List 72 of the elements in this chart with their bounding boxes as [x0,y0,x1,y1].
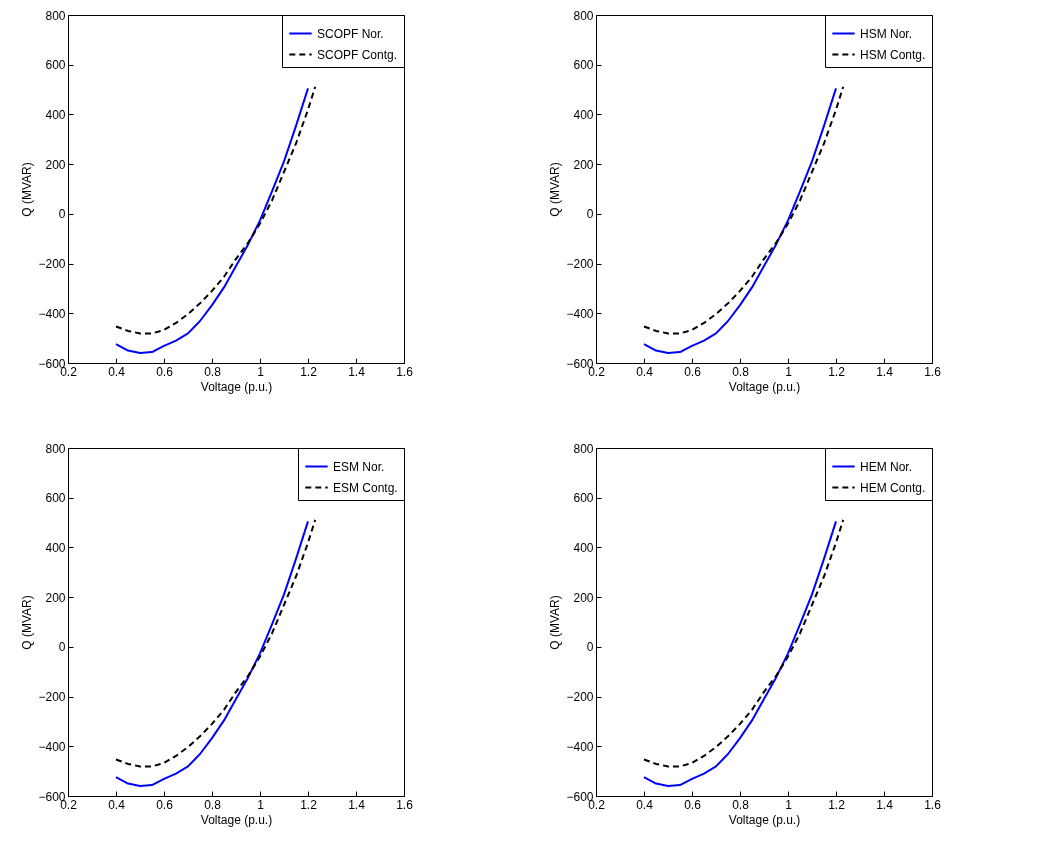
x-tick-label: 1.2 [300,797,318,812]
x-tick-label: 1.6 [396,364,414,379]
x-tick-label: 0.6 [684,797,702,812]
y-tick-label: 800 [573,441,594,456]
y-tick-label: −200 [566,257,594,272]
legend-label: HEM Nor. [860,459,913,474]
y-axis-title: Q (MVAR) [20,162,35,217]
y-tick-label: 400 [573,107,594,122]
x-tick-label: 1 [257,797,265,812]
y-tick-label: −200 [566,690,594,705]
legend-label: HEM Contg. [860,480,926,495]
y-tick-label: 800 [45,8,66,23]
y-tick-label: 600 [573,491,594,506]
x-tick-label: 0.8 [732,364,750,379]
y-tick-label: −200 [38,690,66,705]
x-axis-title: Voltage (p.u.) [728,812,801,827]
y-tick-label: 800 [573,8,594,23]
x-tick-label: 1.6 [396,797,414,812]
x-tick-label: 0.4 [108,797,126,812]
y-tick-label: 800 [45,441,66,456]
x-tick-label: 1.2 [828,797,846,812]
x-tick-label: 1 [785,797,793,812]
y-axis-title: Q (MVAR) [548,595,563,650]
y-tick-label: 400 [45,107,66,122]
y-tick-label: −400 [38,306,66,321]
x-tick-label: 0.4 [636,797,654,812]
y-tick-label: 600 [45,491,66,506]
y-tick-label: −400 [38,739,66,754]
y-axis-title: Q (MVAR) [20,595,35,650]
x-tick-label: 1.4 [876,797,894,812]
x-tick-label: 0.4 [108,364,126,379]
legend-label: HSM Contg. [860,47,926,62]
y-tick-label: 0 [58,207,66,222]
x-tick-label: 0.8 [204,364,222,379]
x-tick-label: 0.8 [204,797,222,812]
legend-label: HSM Nor. [860,26,913,41]
x-tick-label: 0.8 [732,797,750,812]
x-axis-title: Voltage (p.u.) [200,812,273,827]
legend-label: ESM Nor. [333,459,385,474]
y-tick-label: 0 [586,640,594,655]
x-tick-label: 1.2 [828,364,846,379]
legend-label: SCOPF Nor. [317,26,384,41]
x-tick-label: 0.6 [156,797,174,812]
legend-label: ESM Contg. [333,480,398,495]
x-tick-label: 1 [785,364,793,379]
y-tick-label: 0 [586,207,594,222]
y-axis-title: Q (MVAR) [548,162,563,217]
x-tick-label: 0.4 [636,364,654,379]
legend-label: SCOPF Contg. [317,47,398,62]
x-tick-label: 0.6 [684,364,702,379]
y-tick-label: −400 [566,306,594,321]
y-tick-label: 0 [58,640,66,655]
x-tick-label: 1.2 [300,364,318,379]
y-tick-label: −400 [566,739,594,754]
y-tick-label: 200 [45,590,66,605]
x-tick-label: 1.4 [876,364,894,379]
y-tick-label: 600 [573,58,594,73]
x-tick-label: 1.4 [348,797,366,812]
x-tick-label: 1 [257,364,265,379]
x-axis-title: Voltage (p.u.) [728,379,801,394]
y-tick-label: 600 [45,58,66,73]
x-tick-label: 1.6 [924,364,942,379]
y-tick-label: 200 [573,157,594,172]
x-tick-label: 1.4 [348,364,366,379]
y-tick-label: 200 [45,157,66,172]
y-tick-label: 400 [573,540,594,555]
y-tick-label: 400 [45,540,66,555]
x-axis-title: Voltage (p.u.) [200,379,273,394]
y-tick-label: 200 [573,590,594,605]
y-tick-label: −200 [38,257,66,272]
x-tick-label: 0.6 [156,364,174,379]
x-tick-label: 1.6 [924,797,942,812]
